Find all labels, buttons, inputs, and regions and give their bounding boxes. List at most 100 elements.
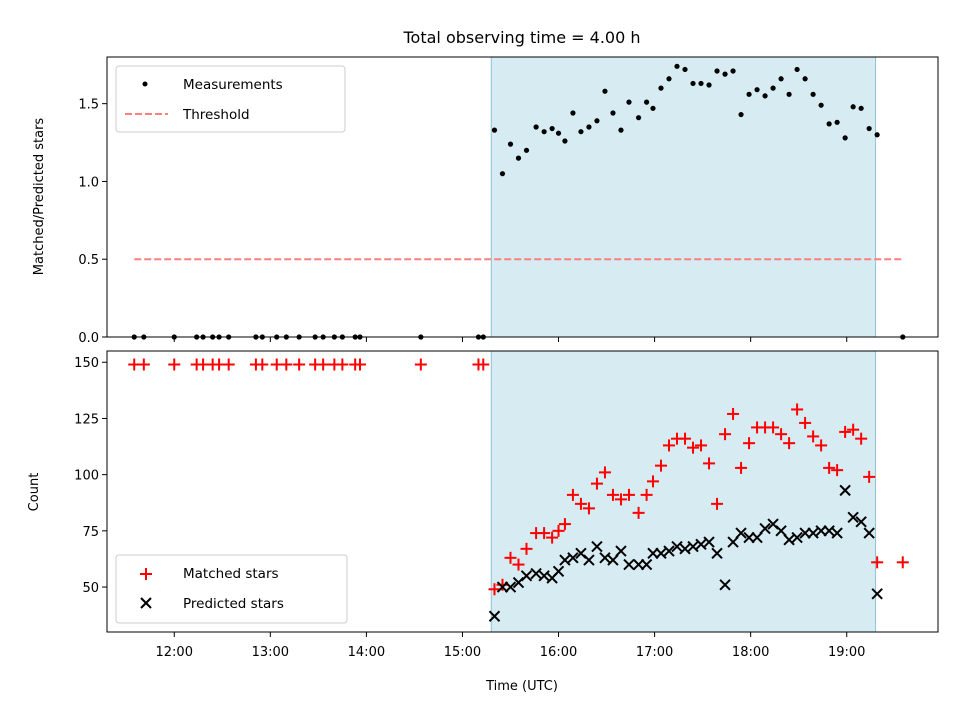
predicted-marker-b bbox=[791, 531, 803, 544]
matched-star-point bbox=[799, 416, 812, 429]
matched-star-point bbox=[317, 358, 330, 371]
x-tick-label: 18:00 bbox=[732, 645, 769, 660]
top-legend: Measurements Threshold bbox=[115, 65, 346, 133]
predicted-star-point bbox=[719, 579, 731, 591]
predicted-marker-b bbox=[615, 545, 627, 557]
measurement-point bbox=[674, 63, 680, 69]
measurement-point bbox=[722, 71, 728, 77]
measurement-point bbox=[549, 125, 555, 132]
measurement-point bbox=[762, 93, 768, 99]
predicted-marker-b bbox=[575, 547, 587, 560]
predicted-marker-b bbox=[488, 610, 501, 622]
predicted-star-point bbox=[791, 531, 803, 544]
measurement-point bbox=[523, 147, 530, 153]
legend-measurements-label: Measurements bbox=[183, 77, 283, 93]
predicted-marker-b bbox=[504, 581, 517, 593]
predicted-marker-b bbox=[655, 547, 667, 560]
predicted-star-point bbox=[671, 540, 683, 553]
matched-star-point bbox=[863, 470, 876, 483]
predicted-marker-b bbox=[823, 525, 835, 537]
predicted-marker-b bbox=[751, 531, 763, 544]
measurement-point bbox=[778, 76, 784, 82]
x-tick-label: 16:00 bbox=[540, 645, 577, 660]
measurement-point bbox=[714, 68, 720, 74]
predicted-star-point bbox=[567, 552, 579, 564]
predicted-star-point bbox=[735, 527, 747, 539]
matched-star-point bbox=[855, 432, 868, 445]
y-tick-label: 50 bbox=[82, 581, 99, 596]
measurement-point bbox=[594, 118, 600, 124]
measurement-point bbox=[666, 76, 672, 82]
predicted-star-point bbox=[538, 570, 550, 582]
matched-star-point bbox=[743, 437, 756, 450]
matched-star-point bbox=[566, 488, 579, 501]
predicted-star-point bbox=[552, 565, 565, 578]
predicted-star-point bbox=[623, 558, 635, 571]
predicted-marker-b bbox=[759, 522, 771, 535]
matched-star-point bbox=[871, 556, 884, 569]
measurement-point bbox=[802, 76, 808, 82]
measurement-point bbox=[491, 127, 498, 133]
predicted-star-point bbox=[504, 581, 517, 593]
predicted-marker-b bbox=[703, 536, 715, 548]
measurement-point bbox=[618, 127, 624, 133]
predicted-marker-b bbox=[559, 554, 571, 566]
matched-star-point bbox=[546, 531, 559, 544]
bottom-panel: 50 75 100 125 150 12:00 13:00 14:00 15:00 16:00 17… bbox=[27, 350, 939, 694]
matched-star-point bbox=[414, 358, 427, 371]
predicted-star-point bbox=[615, 545, 627, 557]
measurement-point bbox=[786, 91, 792, 97]
predicted-star-point bbox=[520, 570, 533, 582]
predicted-marker-b bbox=[831, 527, 843, 539]
measurement-point bbox=[850, 104, 856, 110]
y-tick-label: 1.0 bbox=[78, 175, 99, 190]
matched-star-point bbox=[711, 497, 724, 510]
y-tick-label: 75 bbox=[82, 525, 99, 540]
matched-star-point bbox=[520, 542, 533, 555]
predicted-star-point bbox=[783, 534, 795, 546]
matched-star-point bbox=[353, 358, 366, 371]
matched-star-point bbox=[293, 358, 306, 371]
measurement-point bbox=[555, 130, 562, 136]
matched-star-point bbox=[512, 558, 525, 571]
matched-star-point bbox=[477, 358, 490, 371]
predicted-marker-b bbox=[599, 552, 611, 564]
measurement-point bbox=[602, 88, 608, 94]
matched-star-point bbox=[783, 437, 796, 450]
predicted-marker-b bbox=[839, 484, 851, 497]
y-tick-label: 100 bbox=[74, 469, 99, 484]
predicted-star-point bbox=[591, 540, 603, 553]
measurement-point bbox=[650, 105, 656, 111]
matched-star-point bbox=[839, 425, 852, 438]
predicted-star-point bbox=[727, 536, 739, 548]
predicted-marker-b bbox=[520, 570, 533, 582]
predicted-marker-b bbox=[538, 570, 550, 582]
legend-predicted-marker bbox=[140, 597, 152, 609]
measurement-point bbox=[682, 66, 688, 73]
measurement-point bbox=[626, 99, 632, 105]
top-panel: 0.0 0.5 1.0 1.5 Matched/Predicted stars Mea… bbox=[32, 56, 939, 346]
predicted-star-point bbox=[863, 527, 875, 539]
predicted-marker-b bbox=[567, 552, 579, 564]
bottom-legend: Matched stars Predicted stars bbox=[115, 554, 348, 624]
measurement-point bbox=[610, 110, 616, 116]
y-tick-label: 150 bbox=[74, 356, 99, 371]
matched-star-point bbox=[791, 403, 804, 416]
measurement-point bbox=[730, 68, 736, 74]
predicted-star-point bbox=[839, 484, 851, 497]
predicted-star-point bbox=[607, 554, 619, 566]
predicted-marker-b bbox=[623, 558, 635, 571]
predicted-star-point bbox=[823, 525, 835, 537]
predicted-star-point bbox=[583, 554, 595, 566]
matched-star-point bbox=[574, 497, 587, 510]
matched-star-point bbox=[137, 358, 150, 371]
observing-window-shade bbox=[491, 351, 876, 632]
matched-star-point bbox=[896, 556, 909, 569]
matched-star-point bbox=[735, 461, 748, 474]
measurement-point bbox=[738, 111, 744, 118]
matched-star-point bbox=[606, 488, 619, 501]
measurement-point bbox=[541, 129, 547, 135]
predicted-marker-b bbox=[727, 536, 739, 548]
matched-star-point bbox=[336, 358, 349, 371]
top-y-axis-label: Matched/Predicted stars bbox=[32, 118, 47, 276]
